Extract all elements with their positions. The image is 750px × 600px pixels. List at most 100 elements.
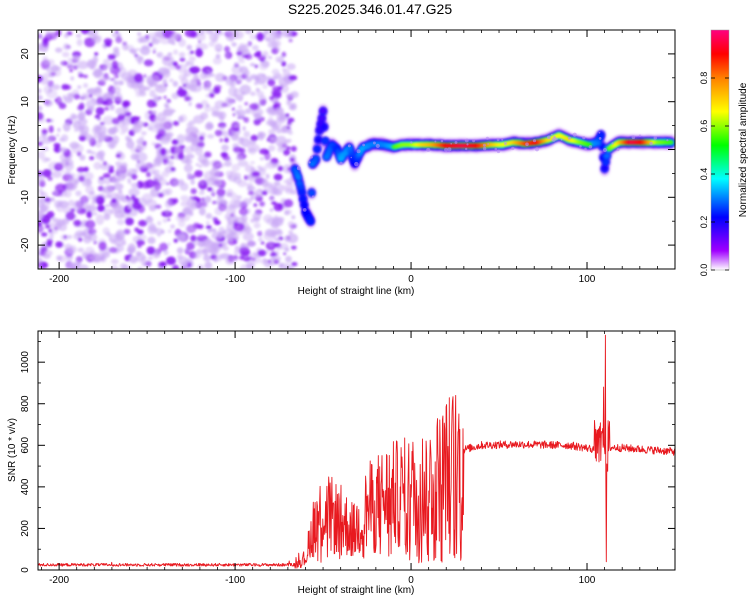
noise-blob <box>231 107 235 111</box>
snr-xtick-label: -200 <box>49 575 69 586</box>
noise-blob <box>278 141 288 150</box>
ridge-speck <box>611 142 614 145</box>
noise-blob <box>190 83 203 93</box>
noise-blob <box>104 41 112 47</box>
noise-blob <box>125 217 134 226</box>
noise-blob <box>267 106 274 111</box>
colorbar-ticks: 0.0 0.2 0.4 0.6 0.8 <box>699 72 729 276</box>
noise-blob <box>68 178 80 185</box>
noise-blob <box>120 212 131 219</box>
noise-blob <box>206 123 214 130</box>
noise-blob <box>136 239 146 246</box>
noise-blob <box>46 222 57 231</box>
noise-blob <box>267 260 271 263</box>
noise-blob <box>115 30 119 34</box>
noise-blob <box>94 86 102 93</box>
noise-blob <box>127 180 132 185</box>
noise-blob <box>231 64 243 75</box>
noise-blob <box>239 66 249 74</box>
noise-blob <box>115 229 126 241</box>
noise-blob <box>197 264 204 269</box>
noise-blob <box>122 169 127 174</box>
noise-blob <box>95 139 102 148</box>
ridge-speck <box>485 136 489 140</box>
noise-blob <box>120 172 127 179</box>
noise-blob <box>93 68 102 79</box>
snr-xtick-label: 100 <box>579 575 596 586</box>
noise-blob <box>173 238 178 243</box>
noise-blob <box>265 249 270 254</box>
noise-blob <box>81 178 93 187</box>
noise-blob <box>236 216 246 225</box>
noise-blob <box>233 222 245 232</box>
noise-blob <box>271 255 282 262</box>
noise-blob <box>291 215 296 220</box>
noise-blob <box>85 100 96 109</box>
ridge-core <box>667 140 674 145</box>
ridge-mark <box>312 155 320 162</box>
noise-blob <box>76 38 83 47</box>
noise-blob <box>94 52 99 56</box>
noise-blob <box>283 199 294 208</box>
noise-blob <box>40 243 46 248</box>
noise-blob <box>167 52 173 56</box>
noise-blob <box>246 185 255 192</box>
noise-blob <box>165 188 173 196</box>
noise-blob <box>251 171 261 177</box>
noise-blob <box>162 218 168 223</box>
noise-blob <box>209 168 220 178</box>
noise-blob <box>245 76 252 83</box>
noise-blob <box>249 253 257 261</box>
noise-blob <box>65 158 69 163</box>
noise-blob <box>159 122 171 130</box>
noise-blob <box>91 128 98 134</box>
noise-blob <box>273 173 283 181</box>
ridge-speck <box>653 136 657 140</box>
noise-blob <box>92 35 97 41</box>
ridge-speck <box>579 145 582 148</box>
noise-blob <box>113 80 118 86</box>
noise-blob <box>143 74 147 78</box>
noise-blob <box>83 172 94 181</box>
noise-blob <box>146 246 156 255</box>
noise-blob <box>267 40 279 49</box>
noise-blob <box>224 137 229 143</box>
noise-blob <box>184 30 197 38</box>
noise-blob <box>278 128 287 134</box>
noise-blob <box>231 42 237 47</box>
noise-blob <box>163 250 169 256</box>
noise-blob <box>77 113 85 120</box>
noise-blob <box>126 248 134 254</box>
noise-blob <box>46 211 55 219</box>
noise-blob <box>243 117 250 123</box>
noise-blob <box>253 203 258 207</box>
noise-blob <box>250 134 259 142</box>
noise-blob <box>266 138 271 142</box>
noise-blob <box>88 233 98 242</box>
noise-blob <box>288 75 298 81</box>
noise-blob <box>257 131 267 139</box>
noise-blob <box>186 122 192 128</box>
noise-blob <box>47 176 53 181</box>
noise-blob <box>243 175 249 181</box>
noise-blob <box>99 76 109 82</box>
noise-blob <box>85 246 95 254</box>
noise-blob <box>137 266 143 269</box>
noise-blob <box>41 128 48 135</box>
noise-blob <box>78 264 89 269</box>
noise-blob <box>147 215 152 220</box>
noise-blob <box>108 233 116 243</box>
noise-blob <box>163 155 172 160</box>
snr-ytick-label: 1000 <box>20 351 31 374</box>
noise-blob <box>52 68 62 77</box>
noise-blob <box>214 100 226 109</box>
noise-blob <box>59 147 67 153</box>
ridge-speck <box>501 138 504 141</box>
noise-blob <box>94 259 99 263</box>
noise-blob <box>61 84 70 90</box>
noise-blob <box>227 30 239 40</box>
noise-blob <box>166 182 170 186</box>
noise-blob <box>102 115 115 126</box>
